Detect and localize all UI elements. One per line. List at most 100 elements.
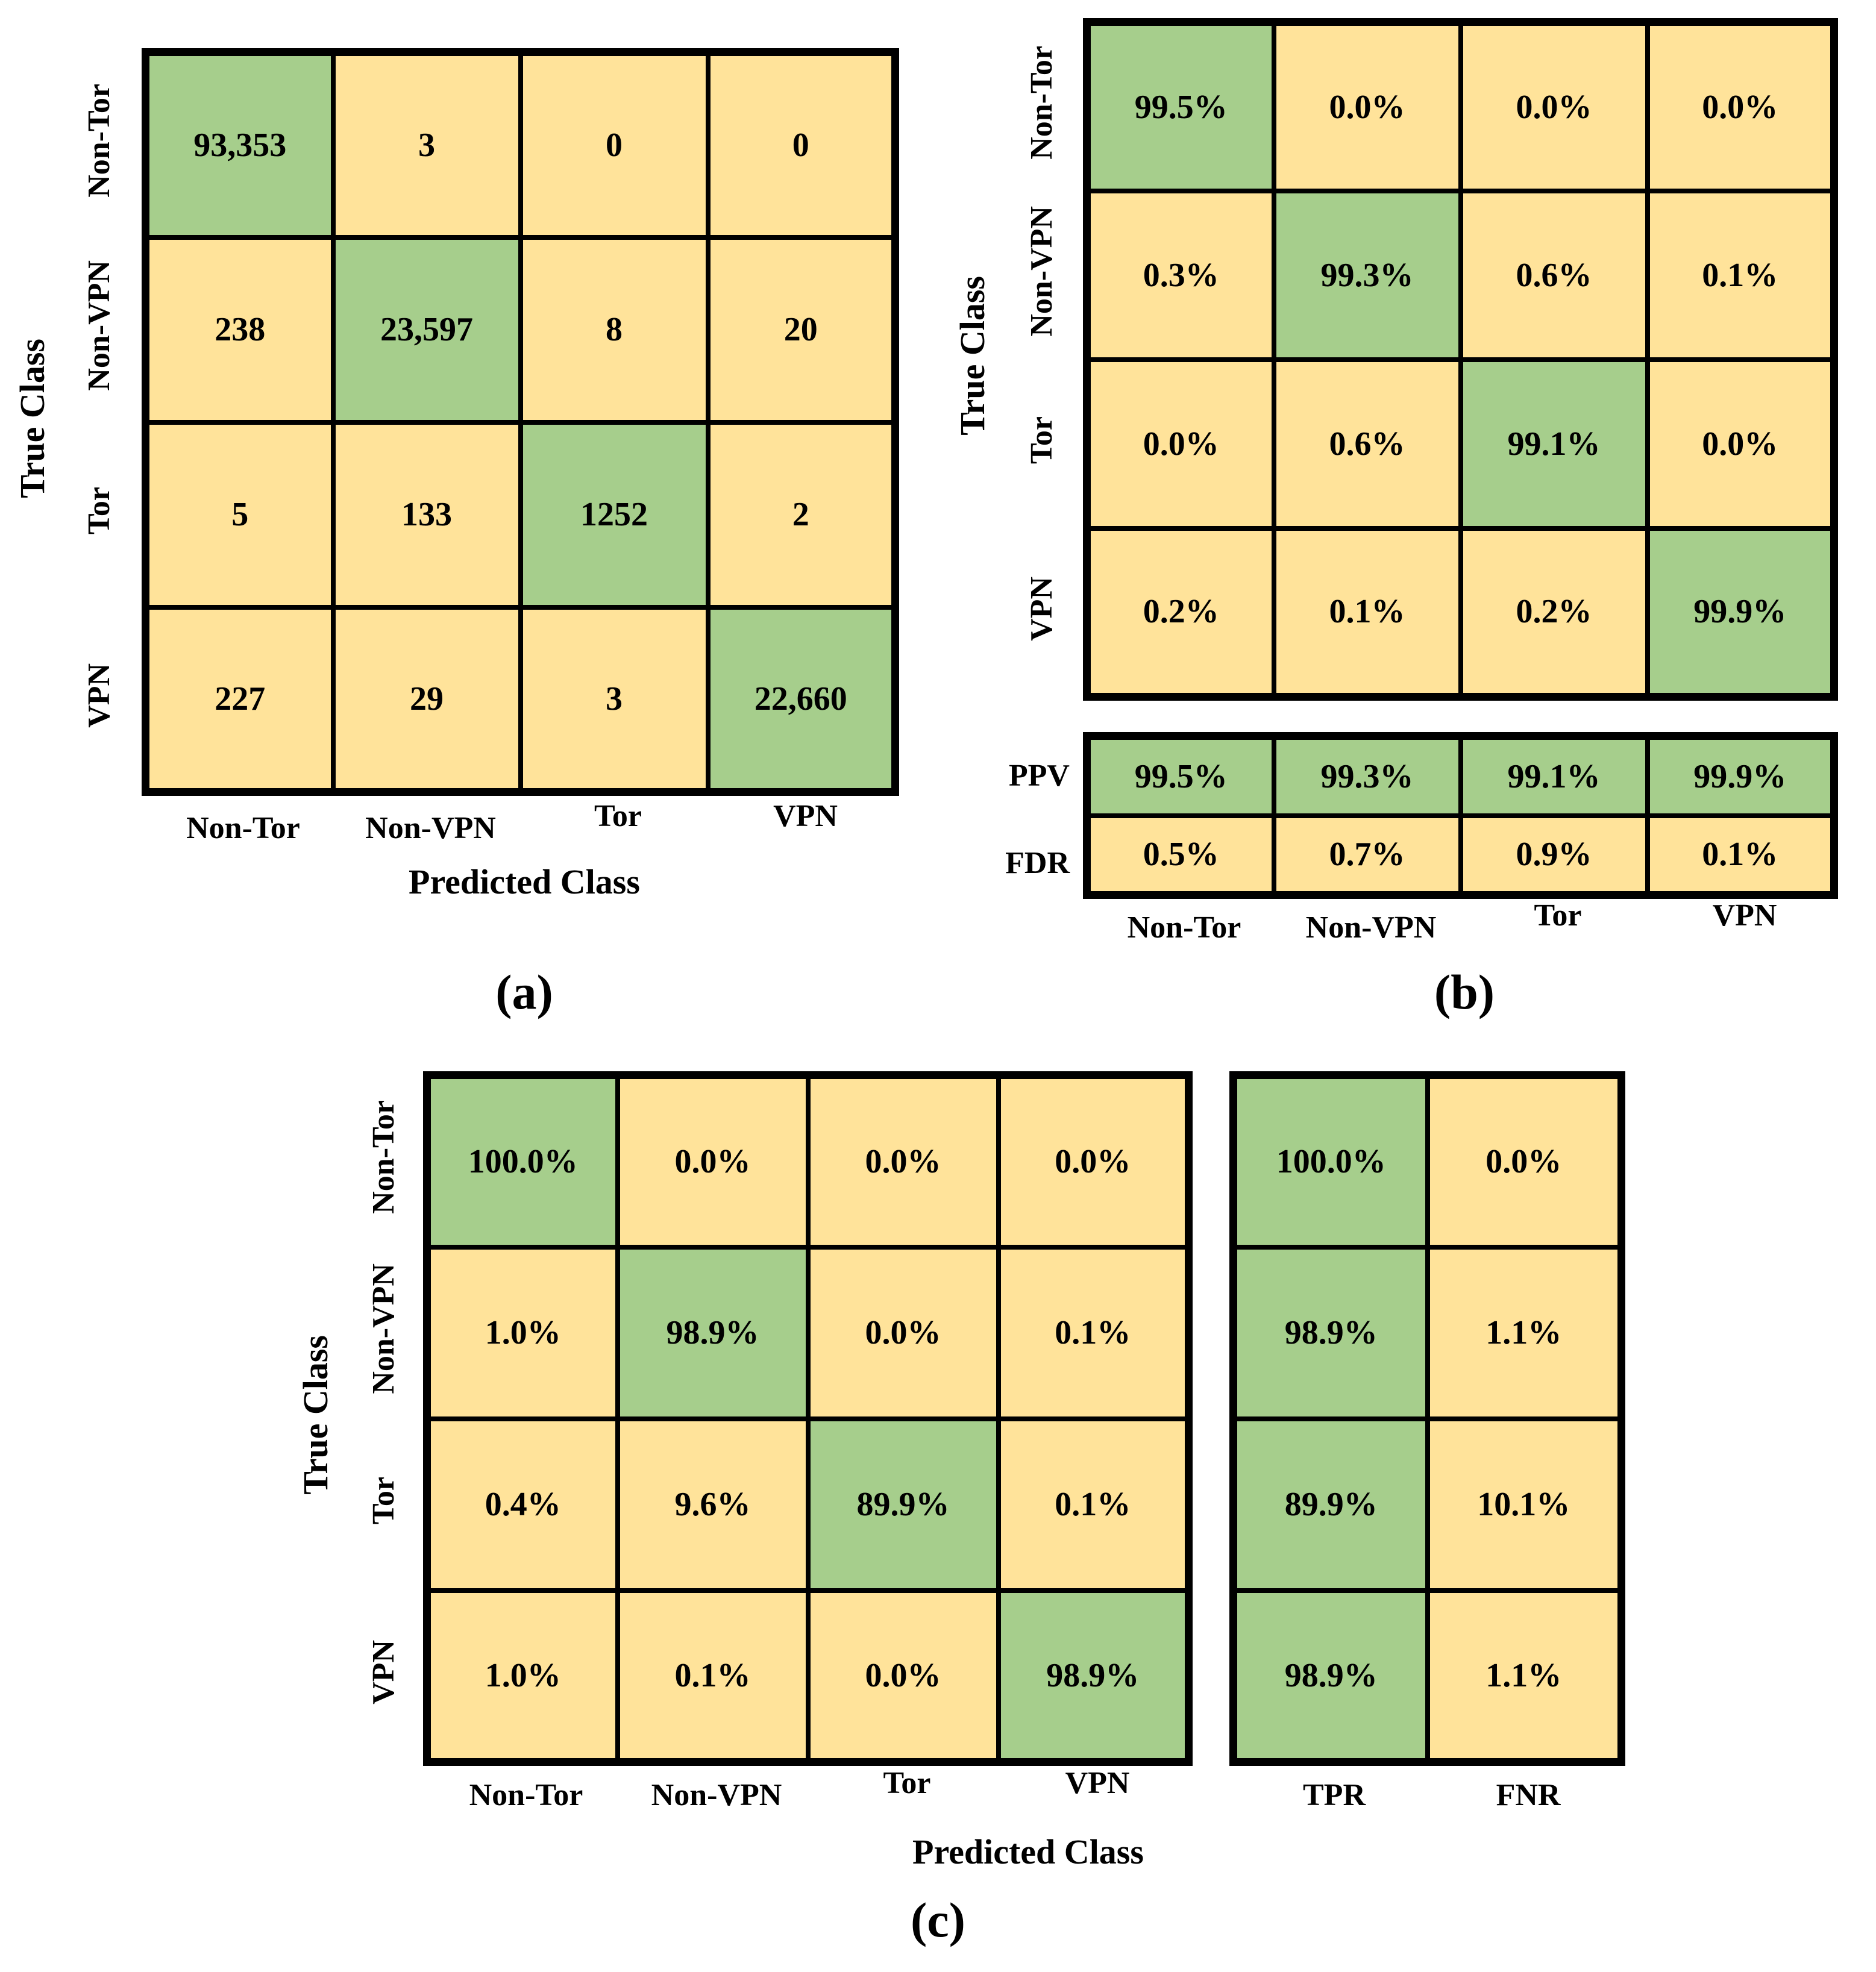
panel-b-row-labels: Non-Tor Non-VPN Tor VPN xyxy=(1002,18,1081,693)
summary-cell: 99.9% xyxy=(1645,733,1837,818)
matrix-cell: 0.1% xyxy=(996,1416,1191,1593)
table-row: 0.0% 0.6% 99.1% 0.0% xyxy=(1084,357,1837,531)
table-row: 0.2% 0.1% 0.2% 99.9% xyxy=(1084,525,1837,700)
matrix-cell: 0.0% xyxy=(1645,357,1837,531)
col-label: VPN xyxy=(773,799,838,833)
matrix-cell: 0.0% xyxy=(1084,357,1276,531)
panel-c-y-axis-title: True Class xyxy=(288,1071,342,1758)
matrix-cell: 0.1% xyxy=(615,1588,811,1765)
matrix-cell: 0.1% xyxy=(1271,525,1463,700)
table-row: 100.0% 0.0% 0.0% 0.0% xyxy=(424,1072,1191,1250)
panel-a-letter: (a) xyxy=(495,965,553,1019)
col-label: Non-VPN xyxy=(651,1778,782,1812)
summary-cell: 0.9% xyxy=(1458,813,1650,898)
col-label: Non-VPN xyxy=(365,811,496,845)
panel-c-letter: (c) xyxy=(910,1892,965,1947)
table-row: 99.5% 0.0% 0.0% 0.0% xyxy=(1084,19,1837,193)
row-label: Tor xyxy=(366,1477,401,1524)
summary-cell: 99.1% xyxy=(1458,733,1650,818)
matrix-cell: 100.0% xyxy=(424,1072,620,1250)
matrix-cell: 0.1% xyxy=(996,1244,1191,1421)
matrix-cell: 0.0% xyxy=(805,1244,1001,1421)
row-label: Non-VPN xyxy=(81,260,116,391)
col-label: Tor xyxy=(594,799,642,833)
summary-cell: 99.3% xyxy=(1271,733,1463,818)
row-label: VPN xyxy=(366,1640,401,1704)
tpr-fnr-col-labels: TPR FNR xyxy=(1237,1777,1625,1813)
matrix-cell: 23,597 xyxy=(330,234,523,425)
matrix-cell: 99.9% xyxy=(1645,525,1837,700)
ppv-label: PPV xyxy=(1008,759,1070,793)
matrix-cell: 0.2% xyxy=(1458,525,1650,700)
matrix-cell: 227 xyxy=(143,604,336,795)
panel-b-col-labels: Non-Tor Non-VPN Tor VPN xyxy=(1091,898,1838,945)
matrix-cell: 99.1% xyxy=(1458,357,1650,531)
matrix-cell: 29 xyxy=(330,604,523,795)
panel-a-y-axis-title: True Class xyxy=(5,48,59,788)
matrix-cell: 99.5% xyxy=(1084,19,1276,193)
matrix-cell: 0 xyxy=(518,49,711,240)
panel-b-letter: (b) xyxy=(1434,965,1495,1019)
tpr-label: TPR xyxy=(1303,1778,1366,1812)
matrix-cell: 3 xyxy=(330,49,523,240)
matrix-cell: 2 xyxy=(705,419,898,610)
row-label: Tor xyxy=(1024,416,1059,464)
matrix-cell: 238 xyxy=(143,234,336,425)
matrix-cell: 0.6% xyxy=(1271,357,1463,531)
panel-c-x-axis-label: Predicted Class xyxy=(912,1832,1144,1871)
panel-a-col-labels: Non-Tor Non-VPN Tor VPN xyxy=(149,799,899,846)
matrix-cell: 0.6% xyxy=(1458,188,1650,362)
matrix-cell: 0.0% xyxy=(805,1588,1001,1765)
tpr-fnr-table: 100.0% 0.0% 98.9% 1.1% 89.9% 10.1% 98.9%… xyxy=(1229,1071,1625,1766)
row-label: Non-VPN xyxy=(366,1263,401,1394)
table-row: 98.9% 1.1% xyxy=(1231,1588,1624,1765)
col-label: Non-VPN xyxy=(1305,910,1437,945)
col-label: Non-Tor xyxy=(1127,910,1241,945)
row-label: Non-Tor xyxy=(81,84,116,198)
table-row: 0.3% 99.3% 0.6% 0.1% xyxy=(1084,188,1837,362)
row-label: Non-Tor xyxy=(366,1100,401,1214)
table-row: 1.0% 0.1% 0.0% 98.9% xyxy=(424,1588,1191,1765)
matrix-cell: 0.0% xyxy=(1645,19,1837,193)
matrix-cell: 0.1% xyxy=(1645,188,1837,362)
col-label: Tor xyxy=(1534,898,1582,933)
summary-cell: 99.5% xyxy=(1084,733,1276,818)
matrix-cell: 0 xyxy=(705,49,898,240)
matrix-cell: 0.0% xyxy=(615,1072,811,1250)
col-label: Tor xyxy=(883,1766,931,1800)
table-row: 0.4% 9.6% 89.9% 0.1% xyxy=(424,1416,1191,1593)
table-row: 93,353 3 0 0 xyxy=(143,49,898,240)
table-row: 89.9% 10.1% xyxy=(1231,1416,1624,1593)
panel-a-x-axis-label: Predicted Class xyxy=(409,862,640,901)
matrix-cell: 98.9% xyxy=(996,1588,1191,1765)
matrix-cell: 22,660 xyxy=(705,604,898,795)
panel-b-summary-row-labels: PPV FDR xyxy=(982,732,1083,907)
matrix-cell: 0.0% xyxy=(1271,19,1463,193)
confusion-matrix-a: 93,353 3 0 0 238 23,597 8 20 5 133 1252 … xyxy=(142,48,899,796)
summary-cell: 1.1% xyxy=(1425,1244,1624,1421)
summary-cell: 100.0% xyxy=(1231,1072,1430,1250)
matrix-cell: 99.3% xyxy=(1271,188,1463,362)
row-label: VPN xyxy=(1024,576,1059,641)
table-row: 0.5% 0.7% 0.9% 0.1% xyxy=(1084,813,1837,898)
panel-b-y-axis-label: True Class xyxy=(952,275,992,436)
col-label: Non-Tor xyxy=(469,1778,583,1812)
matrix-cell: 0.2% xyxy=(1084,525,1276,700)
summary-cell: 89.9% xyxy=(1231,1416,1430,1593)
col-label: VPN xyxy=(1712,898,1777,933)
row-label: Non-Tor xyxy=(1024,45,1059,160)
matrix-cell: 8 xyxy=(518,234,711,425)
summary-cell: 0.5% xyxy=(1084,813,1276,898)
matrix-cell: 0.3% xyxy=(1084,188,1276,362)
table-row: 98.9% 1.1% xyxy=(1231,1244,1624,1421)
summary-cell: 10.1% xyxy=(1425,1416,1624,1593)
fdr-label: FDR xyxy=(1005,846,1070,880)
matrix-cell: 89.9% xyxy=(805,1416,1001,1593)
table-row: 100.0% 0.0% xyxy=(1231,1072,1624,1250)
summary-cell: 1.1% xyxy=(1425,1588,1624,1765)
matrix-cell: 133 xyxy=(330,419,523,610)
matrix-cell: 9.6% xyxy=(615,1416,811,1593)
table-row: 227 29 3 22,660 xyxy=(143,604,898,795)
summary-cell: 0.0% xyxy=(1425,1072,1624,1250)
matrix-cell: 0.0% xyxy=(1458,19,1650,193)
